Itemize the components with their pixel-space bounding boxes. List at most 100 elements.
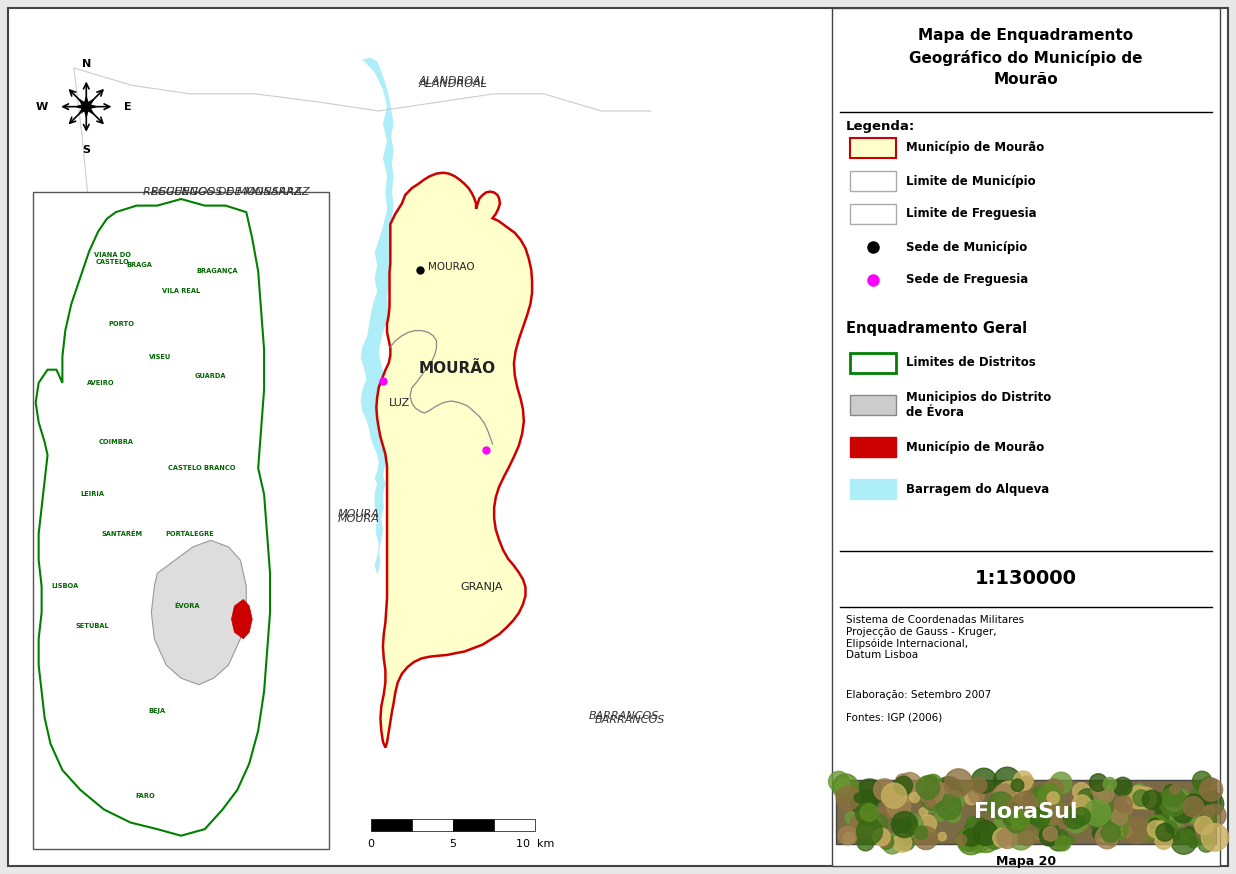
Circle shape — [958, 834, 970, 847]
Text: BARRANCOS: BARRANCOS — [595, 715, 665, 725]
Circle shape — [1135, 787, 1157, 809]
Circle shape — [1044, 779, 1063, 798]
Circle shape — [836, 786, 860, 810]
Circle shape — [1127, 786, 1149, 808]
Text: S: S — [83, 145, 90, 155]
Circle shape — [1183, 794, 1204, 815]
Text: Limite de Município: Limite de Município — [906, 175, 1036, 188]
Circle shape — [1088, 793, 1114, 819]
Text: GUARDA: GUARDA — [195, 373, 226, 379]
Text: COIMBRA: COIMBRA — [99, 439, 133, 445]
Text: Barragem do Alqueva: Barragem do Alqueva — [906, 482, 1049, 496]
Circle shape — [1164, 792, 1184, 811]
Circle shape — [915, 826, 928, 839]
Circle shape — [1204, 804, 1226, 827]
Bar — [850, 171, 896, 191]
Text: LEIRIA: LEIRIA — [80, 491, 104, 497]
Circle shape — [1020, 776, 1035, 791]
Circle shape — [918, 815, 937, 833]
Circle shape — [1056, 836, 1070, 850]
Circle shape — [1172, 789, 1189, 806]
Text: VILA REAL: VILA REAL — [162, 288, 200, 294]
Circle shape — [897, 834, 915, 850]
Text: W: W — [36, 101, 48, 112]
Circle shape — [1154, 808, 1175, 829]
Circle shape — [1190, 785, 1213, 808]
Circle shape — [1195, 816, 1213, 835]
Polygon shape — [36, 199, 269, 836]
Bar — [850, 204, 896, 224]
Circle shape — [1164, 785, 1179, 800]
Circle shape — [1035, 792, 1062, 820]
Circle shape — [918, 776, 937, 795]
Circle shape — [1091, 786, 1101, 795]
Circle shape — [1038, 784, 1060, 807]
Circle shape — [1095, 826, 1119, 849]
Circle shape — [896, 773, 910, 788]
Circle shape — [938, 832, 947, 841]
Text: Municipios do Distrito
de Évora: Municipios do Distrito de Évora — [906, 391, 1052, 419]
Text: SANTARÉM: SANTARÉM — [101, 531, 142, 537]
Text: LUZ: LUZ — [389, 398, 410, 407]
Circle shape — [857, 834, 874, 851]
Circle shape — [910, 793, 920, 802]
Circle shape — [965, 791, 979, 805]
Circle shape — [958, 828, 984, 855]
Circle shape — [1163, 787, 1183, 807]
Text: 10  km: 10 km — [517, 839, 555, 849]
Text: ÉVORA: ÉVORA — [174, 603, 200, 609]
Circle shape — [957, 829, 980, 851]
Circle shape — [1101, 823, 1120, 843]
Circle shape — [1203, 806, 1215, 817]
Circle shape — [925, 774, 942, 791]
Circle shape — [1162, 821, 1178, 836]
Circle shape — [895, 781, 915, 801]
Text: REGUENGOS DE MONSARAZ: REGUENGOS DE MONSARAZ — [143, 187, 302, 198]
Text: PORTALEGRE: PORTALEGRE — [166, 531, 214, 537]
Circle shape — [976, 824, 996, 843]
Circle shape — [1094, 783, 1114, 804]
Text: FloraSul: FloraSul — [974, 802, 1078, 822]
Text: Município de Mourão: Município de Mourão — [906, 142, 1044, 155]
Circle shape — [900, 814, 923, 837]
Circle shape — [971, 778, 986, 793]
Circle shape — [967, 816, 975, 827]
Circle shape — [1198, 791, 1224, 817]
Polygon shape — [410, 282, 452, 362]
Circle shape — [934, 777, 963, 804]
Circle shape — [1004, 814, 1015, 825]
Circle shape — [1063, 806, 1086, 829]
Text: VIANA DO
CASTELO: VIANA DO CASTELO — [94, 252, 131, 265]
Circle shape — [1169, 811, 1185, 827]
Circle shape — [1084, 800, 1111, 826]
Circle shape — [1170, 829, 1196, 854]
Text: Limites de Distritos: Limites de Distritos — [906, 357, 1036, 370]
Circle shape — [1193, 771, 1211, 790]
Circle shape — [881, 783, 906, 808]
Circle shape — [916, 775, 939, 799]
Circle shape — [936, 811, 946, 821]
Text: 1:130000: 1:130000 — [975, 570, 1077, 588]
Circle shape — [1114, 777, 1132, 796]
Circle shape — [925, 801, 937, 812]
Circle shape — [1011, 810, 1030, 829]
Circle shape — [921, 787, 944, 810]
Polygon shape — [376, 173, 531, 747]
Circle shape — [973, 826, 1000, 852]
Text: AVEIRO: AVEIRO — [87, 380, 115, 385]
Circle shape — [994, 815, 1011, 832]
Circle shape — [1043, 796, 1058, 812]
Circle shape — [1200, 811, 1216, 827]
Circle shape — [1173, 802, 1193, 823]
Text: GRANJA: GRANJA — [461, 582, 503, 593]
Text: Sede de Freguesia: Sede de Freguesia — [906, 274, 1028, 287]
Circle shape — [923, 782, 950, 809]
Text: Município de Mourão: Município de Mourão — [906, 440, 1044, 454]
Circle shape — [985, 830, 1005, 850]
Text: MOURA: MOURA — [337, 514, 379, 524]
Circle shape — [874, 779, 896, 801]
Circle shape — [1133, 790, 1149, 807]
Text: Legenda:: Legenda: — [845, 120, 915, 133]
Circle shape — [860, 803, 878, 822]
Text: BRAGANÇA: BRAGANÇA — [195, 268, 237, 274]
